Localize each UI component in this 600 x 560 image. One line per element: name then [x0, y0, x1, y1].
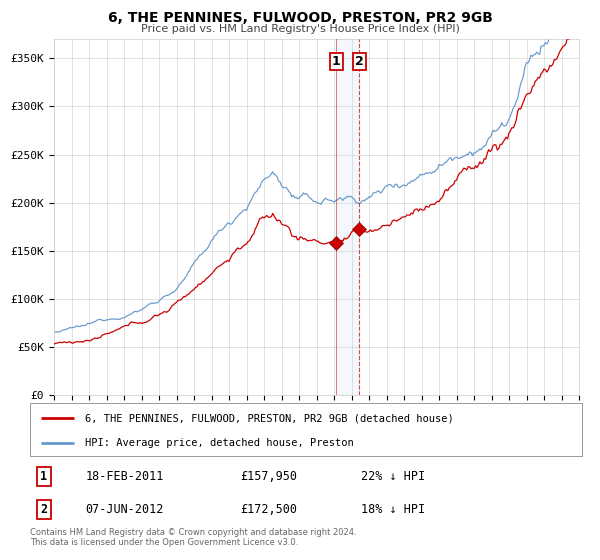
Text: 2: 2 [40, 503, 47, 516]
Text: 6, THE PENNINES, FULWOOD, PRESTON, PR2 9GB (detached house): 6, THE PENNINES, FULWOOD, PRESTON, PR2 9… [85, 413, 454, 423]
Bar [336, 39, 359, 395]
Text: 18-FEB-2011: 18-FEB-2011 [85, 470, 164, 483]
Text: 07-JUN-2012: 07-JUN-2012 [85, 503, 164, 516]
Text: £157,950: £157,950 [240, 470, 297, 483]
Text: HPI: Average price, detached house, Preston: HPI: Average price, detached house, Pres… [85, 438, 354, 448]
Text: Price paid vs. HM Land Registry's House Price Index (HPI): Price paid vs. HM Land Registry's House … [140, 24, 460, 34]
Text: 6, THE PENNINES, FULWOOD, PRESTON, PR2 9GB: 6, THE PENNINES, FULWOOD, PRESTON, PR2 9… [107, 11, 493, 25]
Text: £172,500: £172,500 [240, 503, 297, 516]
Text: 18% ↓ HPI: 18% ↓ HPI [361, 503, 425, 516]
Text: 2: 2 [355, 55, 364, 68]
Text: 1: 1 [40, 470, 47, 483]
Text: 22% ↓ HPI: 22% ↓ HPI [361, 470, 425, 483]
Text: 1: 1 [332, 55, 341, 68]
Text: Contains HM Land Registry data © Crown copyright and database right 2024.
This d: Contains HM Land Registry data © Crown c… [30, 528, 356, 547]
